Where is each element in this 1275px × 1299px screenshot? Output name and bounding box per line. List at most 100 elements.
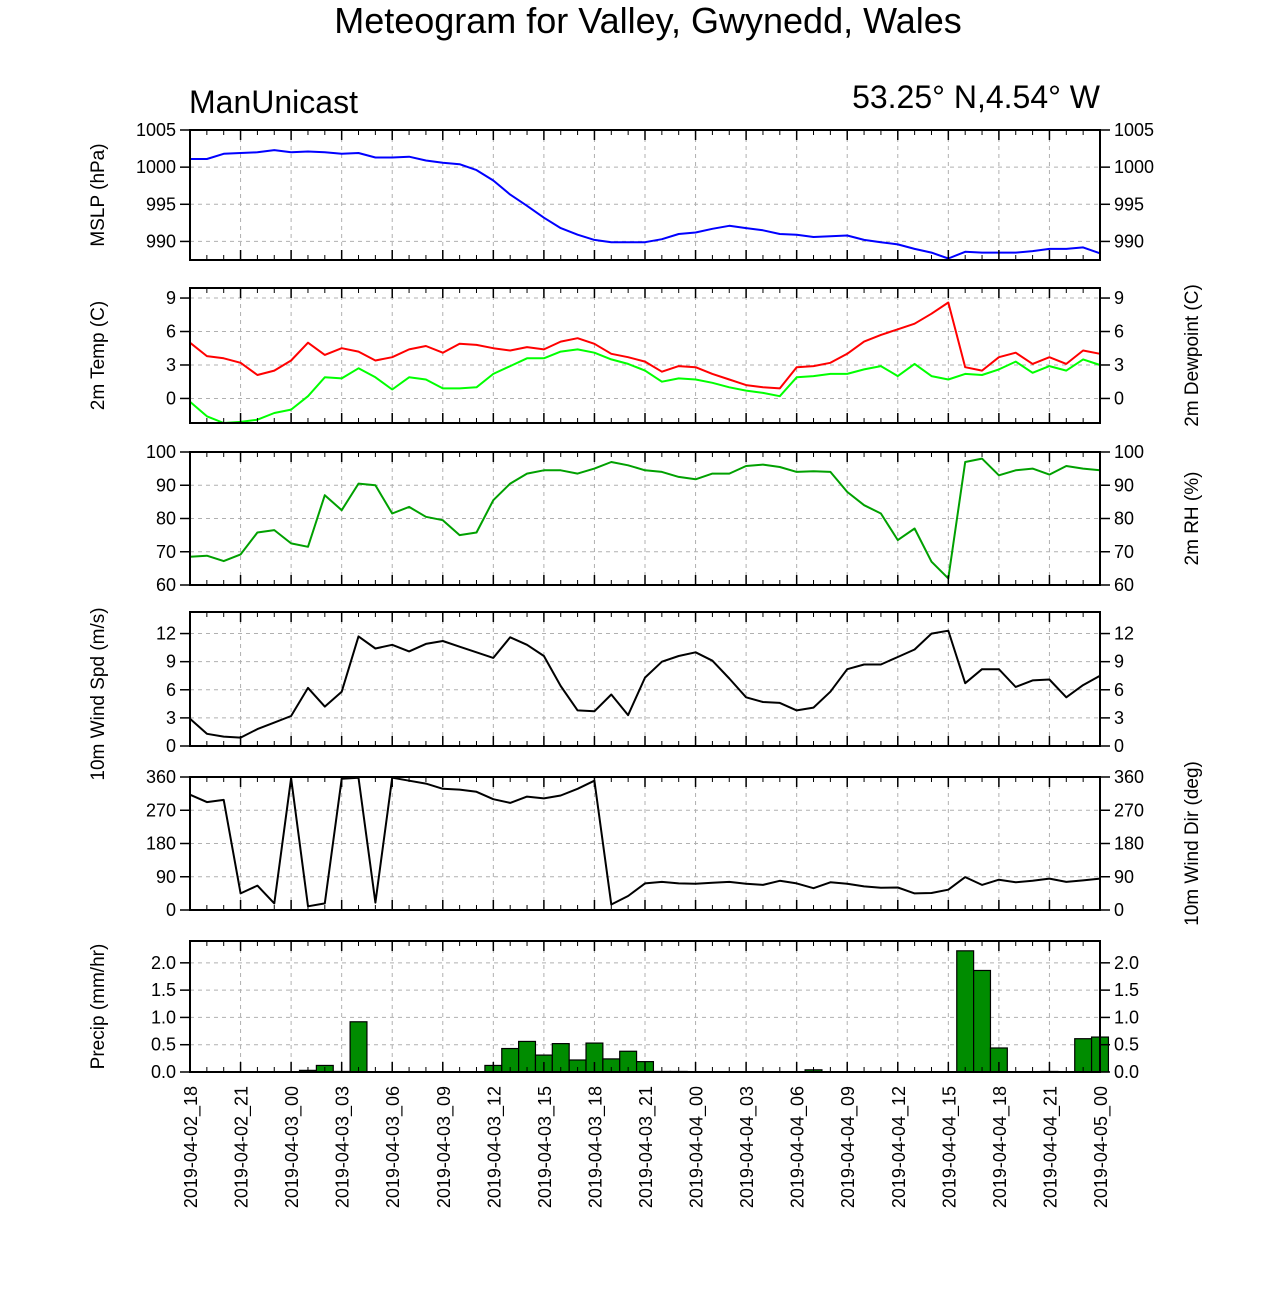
x-tick-label: 2019-04-03_12 (484, 1086, 505, 1208)
precip-ytick-label-right: 1.5 (1114, 980, 1139, 1000)
rh-ytick-label-left: 100 (146, 442, 176, 462)
precip-ytick-label-left: 0.0 (151, 1062, 176, 1082)
precip-ytick-label-left: 2.0 (151, 953, 176, 973)
mslp-ylabel-left: MSLP (hPa) (88, 143, 109, 246)
temperature-ylabel-left: 2m Temp (C) (88, 301, 109, 410)
wind-direction-ytick-label-left: 360 (146, 767, 176, 787)
precip-panel: 0.0 0.0 0.5 0.5 1.0 1.0 1.5 1.5 2.0 2.0 Precip (mm… (88, 940, 1139, 1082)
rh-ytick-label-right: 60 (1114, 575, 1134, 595)
wind-speed-ytick-label-left: 0 (166, 736, 176, 756)
wind-speed-ytick-label-right: 6 (1114, 680, 1124, 700)
temperature-ytick-label-right: 6 (1114, 322, 1124, 342)
wind-speed-ytick-label-left: 6 (166, 680, 176, 700)
mslp-ytick-label-left: 1005 (136, 120, 176, 140)
wind-direction-ylabel-right: 10m Wind Dir (deg) (1182, 761, 1203, 926)
temperature-ylabel-right: 2m Dewpoint (C) (1182, 284, 1203, 427)
temperature-series-line-1 (189, 348, 1101, 424)
temperature-ytick-label-left: 9 (166, 288, 176, 308)
temperature-ytick-label-right: 3 (1114, 355, 1124, 375)
x-tick-label: 2019-04-04_09 (838, 1086, 859, 1208)
wind-direction-ytick-label-left: 180 (146, 834, 176, 854)
wind-direction-ytick-label-left: 90 (156, 867, 176, 887)
x-tick-label: 2019-04-04_21 (1040, 1086, 1061, 1208)
rh-ytick-label-right: 70 (1114, 542, 1134, 562)
precip-ytick-label-right: 0.0 (1114, 1062, 1139, 1082)
wind-speed-ytick-label-right: 9 (1114, 652, 1124, 672)
precip-bar (956, 950, 975, 1073)
wind-speed-panel: 0 0 3 3 6 6 9 9 12 12 10m Wind Spd (m/s) (88, 607, 1134, 780)
x-tick-label: 2019-04-05_00 (1091, 1086, 1112, 1208)
wind-direction-ytick-label-left: 0 (166, 900, 176, 920)
mslp-ytick-label-left: 995 (146, 194, 176, 214)
rh-ytick-label-left: 60 (156, 575, 176, 595)
x-tick-label: 2019-04-03_21 (636, 1086, 657, 1208)
mslp-ytick-label-left: 1000 (136, 157, 176, 177)
temperature-series-line-0 (189, 301, 1101, 390)
precip-ytick-label-right: 1.0 (1114, 1007, 1139, 1027)
rh-ytick-label-left: 90 (156, 475, 176, 495)
rh-ytick-label-right: 100 (1114, 442, 1144, 462)
x-tick-label: 2019-04-03_00 (282, 1086, 303, 1208)
x-tick-label: 2019-04-04_06 (788, 1086, 809, 1208)
wind-speed-ytick-label-left: 12 (156, 624, 176, 644)
rh-ytick-label-right: 80 (1114, 509, 1134, 529)
rh-ytick-label-left: 80 (156, 509, 176, 529)
x-tick-label: 2019-04-04_15 (939, 1086, 960, 1208)
x-tick-label: 2019-04-03_18 (585, 1086, 606, 1208)
x-tick-label: 2019-04-04_12 (889, 1086, 910, 1208)
x-tick-label: 2019-04-04_00 (687, 1086, 708, 1208)
mslp-ytick-label-right: 990 (1114, 231, 1144, 251)
mslp-ytick-label-right: 1005 (1114, 120, 1154, 140)
precip-ytick-label-left: 1.0 (151, 1007, 176, 1027)
temperature-ytick-label-left: 6 (166, 322, 176, 342)
wind-speed-ytick-label-right: 3 (1114, 708, 1124, 728)
temperature-ytick-label-right: 9 (1114, 288, 1124, 308)
x-tick-label: 2019-04-02_21 (232, 1086, 253, 1208)
precip-ytick-label-right: 0.5 (1114, 1035, 1139, 1055)
wind-direction-ytick-label-right: 90 (1114, 867, 1134, 887)
x-tick-label: 2019-04-03_03 (333, 1086, 354, 1208)
wind-speed-ytick-label-left: 3 (166, 708, 176, 728)
x-tick-label: 2019-04-03_15 (535, 1086, 556, 1208)
rh-ylabel-right: 2m RH (%) (1182, 472, 1203, 566)
wind-speed-ylabel-left: 10m Wind Spd (m/s) (88, 607, 109, 780)
mslp-ytick-label-right: 995 (1114, 194, 1144, 214)
page-title: Meteogram for Valley, Gwynedd, Wales (334, 0, 962, 41)
x-tick-label: 2019-04-04_18 (990, 1086, 1011, 1208)
wind-direction-ytick-label-right: 360 (1114, 767, 1144, 787)
wind-direction-ytick-label-left: 270 (146, 800, 176, 820)
wind-direction-ytick-label-right: 0 (1114, 900, 1124, 920)
rh-ytick-label-right: 90 (1114, 475, 1134, 495)
x-tick-label: 2019-04-03_06 (383, 1086, 404, 1208)
precip-ytick-label-left: 1.5 (151, 980, 176, 1000)
mslp-ytick-label-right: 1000 (1114, 157, 1154, 177)
wind-speed-series-line-0 (189, 629, 1101, 739)
precip-ytick-label-right: 2.0 (1114, 953, 1139, 973)
wind-direction-ytick-label-right: 180 (1114, 834, 1144, 854)
rh-ytick-label-left: 70 (156, 542, 176, 562)
location-label: 53.25° N,4.54° W (852, 79, 1101, 115)
wind-speed-ytick-label-left: 9 (166, 652, 176, 672)
temperature-panel: 0 0 3 3 6 6 9 9 2m Temp (C) 2m Dewpoint (C) (88, 284, 1203, 427)
wind-speed-ytick-label-right: 12 (1114, 624, 1134, 644)
precip-ylabel-left: Precip (mm/hr) (88, 944, 109, 1070)
rh-panel: 60 60 70 70 80 80 90 90 100 100 2m RH (%) (146, 442, 1203, 595)
precip-bar (973, 969, 992, 1073)
temperature-ytick-label-right: 0 (1114, 388, 1124, 408)
precip-bar (349, 1021, 368, 1073)
mslp-ytick-label-left: 990 (146, 231, 176, 251)
wind-direction-panel: 0 0 90 90 180 180 270 270 360 360 10m Wind Dir (de… (146, 761, 1203, 926)
x-tick-label: 2019-04-03_09 (434, 1086, 455, 1208)
wind-direction-ytick-label-right: 270 (1114, 800, 1144, 820)
x-tick-label: 2019-04-02_18 (181, 1086, 202, 1208)
mslp-panel: 990 990 995 995 1000 1000 1005 1005 MSLP (hPa) (88, 120, 1154, 261)
temperature-ytick-label-left: 0 (166, 388, 176, 408)
wind-speed-ytick-label-right: 0 (1114, 736, 1124, 756)
x-axis: 2019-04-02_18 2019-04-02_21 2019-04-03_00 2… (181, 1086, 1112, 1208)
precip-ytick-label-left: 0.5 (151, 1035, 176, 1055)
model-label: ManUnicast (189, 84, 358, 120)
temperature-ytick-label-left: 3 (166, 355, 176, 375)
x-tick-label: 2019-04-04_03 (737, 1086, 758, 1208)
